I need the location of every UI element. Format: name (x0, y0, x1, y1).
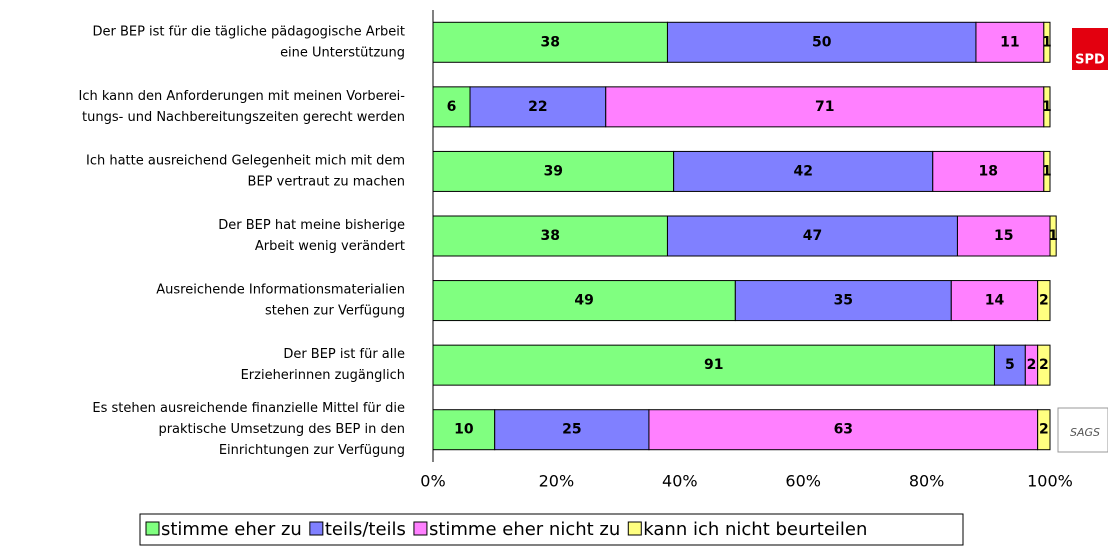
value-label: 5 (1005, 357, 1015, 373)
bar-segment (432, 86, 471, 128)
legend-box (139, 513, 964, 546)
value-label: 10 (454, 422, 474, 438)
value-label: 14 (985, 293, 1005, 309)
value-label: 50 (812, 34, 832, 50)
bar-segment (673, 150, 934, 192)
value-label: 15 (994, 228, 1013, 244)
x-tick-label: 60% (785, 472, 821, 491)
value-label: 47 (803, 228, 822, 244)
sags-logo-box (1057, 407, 1108, 453)
bar-segment (1043, 150, 1051, 192)
x-tick-label: 40% (662, 472, 698, 491)
value-label: 91 (704, 357, 723, 373)
value-label: 18 (979, 163, 998, 179)
bar-segment (494, 409, 650, 451)
value-label: 1 (1048, 228, 1058, 244)
legend-swatch (145, 521, 160, 536)
legend-label: kann ich nicht beurteilen (643, 519, 867, 540)
y-tick-label: Erzieherinnen zugänglich (241, 368, 405, 383)
spd-logo-text: SPD (1075, 53, 1105, 68)
y-tick-label: stehen zur Verfügung (265, 304, 405, 319)
y-tick-label: Der BEP ist für alle (283, 347, 405, 362)
y-tick-label: Ausreichende Informationsmaterialien (156, 283, 405, 298)
bar-segment (950, 280, 1039, 322)
value-label: 1 (1042, 163, 1052, 179)
value-label: 1 (1042, 99, 1052, 115)
bar-segment (993, 344, 1026, 386)
x-tick-label: 0% (420, 472, 445, 491)
legend-label: teils/teils (325, 519, 406, 540)
legend-swatch (413, 521, 428, 536)
value-label: 38 (540, 34, 559, 50)
value-label: 42 (793, 163, 812, 179)
bar-segment (432, 344, 995, 386)
bar-segment (1043, 21, 1051, 63)
bar-segment (1037, 409, 1051, 451)
bar-segment (975, 21, 1045, 63)
x-tick-label: 100% (1027, 472, 1073, 491)
y-tick-label: Ich hatte ausreichend Gelegenheit mich m… (86, 153, 405, 168)
legend-swatch (309, 521, 324, 536)
bar-segment (432, 215, 668, 257)
spd-logo-box (1072, 28, 1108, 70)
value-label: 2 (1039, 293, 1049, 309)
value-label: 6 (447, 99, 457, 115)
y-tick-label: Es stehen ausreichende finanzielle Mitte… (92, 401, 405, 416)
y-tick-label: Arbeit wenig verändert (255, 239, 405, 254)
value-label: 49 (574, 293, 593, 309)
legend-label: stimme eher zu (161, 519, 302, 540)
bar-segment (666, 21, 977, 63)
bar-segment (432, 150, 675, 192)
value-label: 38 (540, 228, 559, 244)
bar-segment (1049, 215, 1057, 257)
bar-segment (734, 280, 952, 322)
x-tick-label: 80% (909, 472, 945, 491)
bar-segment (469, 86, 607, 128)
value-label: 2 (1039, 357, 1049, 373)
x-tick-label: 20% (539, 472, 575, 491)
legend-label: stimme eher nicht zu (429, 519, 620, 540)
y-tick-label: Ich kann den Anforderungen mit meinen Vo… (78, 89, 405, 104)
y-tick-label: Der BEP ist für die tägliche pädagogisch… (92, 24, 405, 39)
value-label: 39 (544, 163, 563, 179)
bar-segment (432, 280, 736, 322)
value-label: 11 (1000, 34, 1019, 50)
y-tick-label: tungs- und Nachbereitungszeiten gerecht … (82, 110, 405, 125)
y-tick-label: eine Unterstützung (280, 45, 405, 60)
bar-segment (605, 86, 1045, 128)
bar-segment (1037, 280, 1051, 322)
bar-segment (1043, 86, 1051, 128)
value-label: 35 (834, 293, 853, 309)
bar-segment (932, 150, 1045, 192)
bar-segment (1037, 344, 1051, 386)
bar-segment (666, 215, 958, 257)
value-label: 1 (1042, 34, 1052, 50)
y-tick-label: praktische Umsetzung des BEP in den (158, 422, 405, 437)
value-label: 71 (815, 99, 834, 115)
y-tick-label: BEP vertraut zu machen (248, 174, 405, 189)
sags-logo-text: SAGS (1070, 426, 1100, 439)
y-tick-label: Einrichtungen zur Verfügung (219, 443, 405, 458)
value-label: 22 (528, 99, 547, 115)
value-label: 25 (562, 422, 581, 438)
value-label: 2 (1039, 422, 1049, 438)
legend-swatch (627, 521, 642, 536)
bar-segment (648, 409, 1039, 451)
spd-logo: SPD (1072, 28, 1108, 70)
bar-segment (956, 215, 1051, 257)
y-tick-label: Der BEP hat meine bisherige (218, 218, 405, 233)
value-label: 2 (1027, 357, 1037, 373)
value-label: 63 (834, 422, 853, 438)
